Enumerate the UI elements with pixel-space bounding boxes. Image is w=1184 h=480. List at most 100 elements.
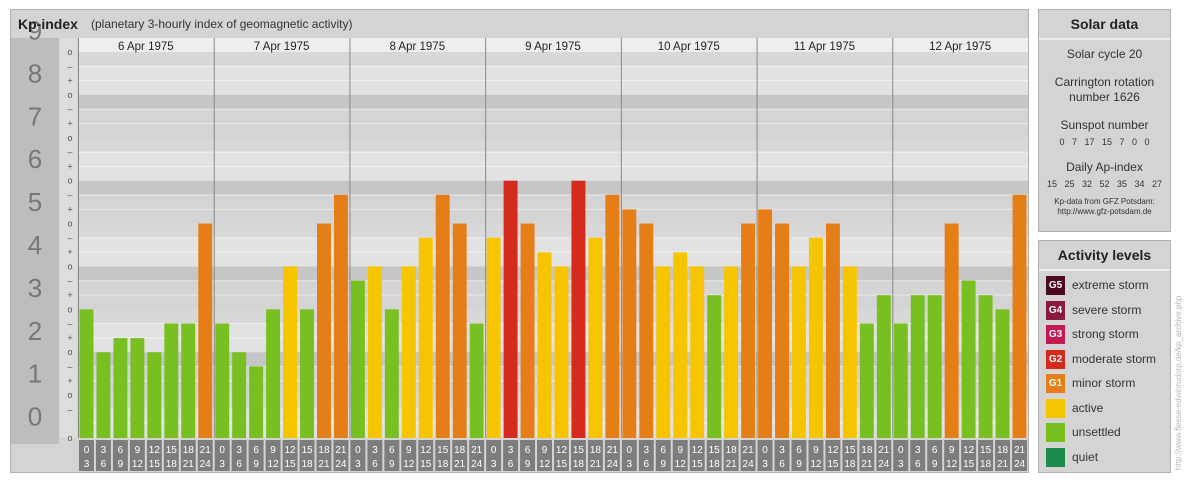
interval-box: [842, 440, 858, 471]
interval-start-label: 3: [915, 445, 921, 456]
interval-box: [808, 440, 824, 471]
interval-end-label: 6: [915, 459, 921, 470]
kp-bar: [961, 280, 976, 438]
interval-start-label: 18: [318, 445, 330, 456]
activity-level-swatch: G2: [1046, 349, 1065, 369]
minor-tick-label: –: [67, 233, 72, 243]
date-header-strip: [78, 38, 1028, 52]
carrington-label: Carrington rotation: [1054, 75, 1155, 89]
interval-start-label: 3: [372, 445, 378, 456]
interval-end-label: 18: [437, 459, 449, 470]
interval-box: [520, 440, 536, 471]
interval-start-label: 12: [284, 445, 296, 456]
kp-band: [78, 309, 1028, 324]
interval-box: [621, 440, 637, 471]
kp-bar: [401, 266, 416, 438]
interval-start-label: 15: [301, 445, 313, 456]
minor-tick-label: o: [67, 90, 72, 100]
activity-level-swatch: G4: [1046, 300, 1065, 320]
interval-box: [350, 440, 366, 471]
kp-bar: [79, 309, 94, 438]
interval-start-label: 0: [898, 445, 904, 456]
interval-box: [893, 440, 909, 471]
kp-bar: [690, 266, 705, 438]
interval-start-label: 6: [389, 445, 395, 456]
data-source-link[interactable]: http://www.gfz-potsdam.de: [1057, 207, 1152, 216]
solar-data-heading: Solar data: [1039, 10, 1170, 40]
y-tick-label: 8: [28, 58, 42, 88]
activity-level-label: active: [1072, 400, 1104, 415]
kp-bar: [571, 180, 586, 438]
activity-level-swatch: G3: [1046, 325, 1065, 344]
interval-box: [723, 440, 739, 471]
interval-end-label: 12: [403, 459, 415, 470]
kp-bar: [503, 180, 518, 438]
minor-tick-label: o: [67, 261, 72, 271]
activity-level-swatch: [1046, 423, 1065, 442]
interval-start-label: 18: [726, 445, 738, 456]
kp-bar: [944, 223, 959, 438]
kp-bar: [486, 237, 501, 438]
interval-box: [299, 440, 315, 471]
kp-bar: [367, 266, 382, 438]
interval-end-label: 21: [590, 459, 602, 470]
solar-cycle: Solar cycle 20: [1066, 47, 1143, 61]
interval-box: [452, 440, 468, 471]
interval-end-label: 3: [84, 459, 90, 470]
kp-band: [78, 180, 1028, 195]
data-source-label: Kp-data from GFZ Potsdam:: [1054, 197, 1155, 206]
interval-start-label: 6: [118, 445, 124, 456]
side-credit[interactable]: http://www.flesse-edwinrudorp.de/kp_arch…: [1174, 295, 1183, 470]
interval-end-label: 6: [372, 459, 378, 470]
interval-end-label: 18: [573, 459, 585, 470]
kp-bar: [910, 295, 925, 438]
kp-bar: [622, 209, 637, 438]
interval-box: [503, 440, 519, 471]
interval-end-label: 9: [389, 459, 395, 470]
interval-end-label: 21: [318, 459, 330, 470]
interval-start-label: 0: [762, 445, 768, 456]
interval-end-label: 18: [709, 459, 721, 470]
interval-start-label: 12: [692, 445, 704, 456]
interval-start-label: 0: [491, 445, 497, 456]
interval-start-label: 9: [677, 445, 683, 456]
activity-level-swatch: G5: [1046, 276, 1065, 295]
kp-bar: [876, 295, 891, 438]
activity-level-swatch: G1: [1046, 374, 1065, 393]
interval-end-label: 24: [878, 459, 890, 470]
interval-end-label: 12: [268, 459, 280, 470]
interval-box: [638, 440, 654, 471]
interval-end-label: 6: [236, 459, 242, 470]
kp-band: [78, 52, 1028, 67]
interval-start-label: 6: [253, 445, 259, 456]
interval-box: [180, 440, 196, 471]
interval-end-label: 3: [762, 459, 768, 470]
interval-end-label: 24: [607, 459, 619, 470]
interval-start-label: 21: [878, 445, 890, 456]
interval-start-label: 15: [437, 445, 449, 456]
kp-bar: [452, 223, 467, 438]
y-tick-label: 6: [28, 144, 42, 174]
interval-end-label: 6: [644, 459, 650, 470]
interval-box: [825, 440, 841, 471]
kp-bar: [792, 266, 806, 438]
interval-box: [706, 440, 722, 471]
ap-index-values: 15 25 32 52 35 34 27: [1046, 179, 1163, 189]
interval-start-label: 12: [556, 445, 568, 456]
minor-tick-label: –: [67, 147, 72, 157]
interval-box: [112, 440, 128, 471]
activity-level-label: extreme storm: [1072, 278, 1149, 292]
activity-level-label: minor storm: [1072, 376, 1136, 390]
interval-start-label: 15: [709, 445, 721, 456]
interval-start-label: 21: [335, 445, 347, 456]
interval-end-label: 18: [980, 459, 992, 470]
interval-start-label: 18: [454, 445, 466, 456]
interval-start-label: 6: [932, 445, 938, 456]
interval-box: [570, 440, 586, 471]
minor-tick-label: +: [67, 376, 72, 386]
date-label: 11 Apr 1975: [794, 41, 855, 53]
interval-start-label: 12: [963, 445, 975, 456]
kp-bar: [808, 237, 823, 438]
kp-bar: [707, 295, 722, 438]
kp-bar: [741, 223, 756, 438]
